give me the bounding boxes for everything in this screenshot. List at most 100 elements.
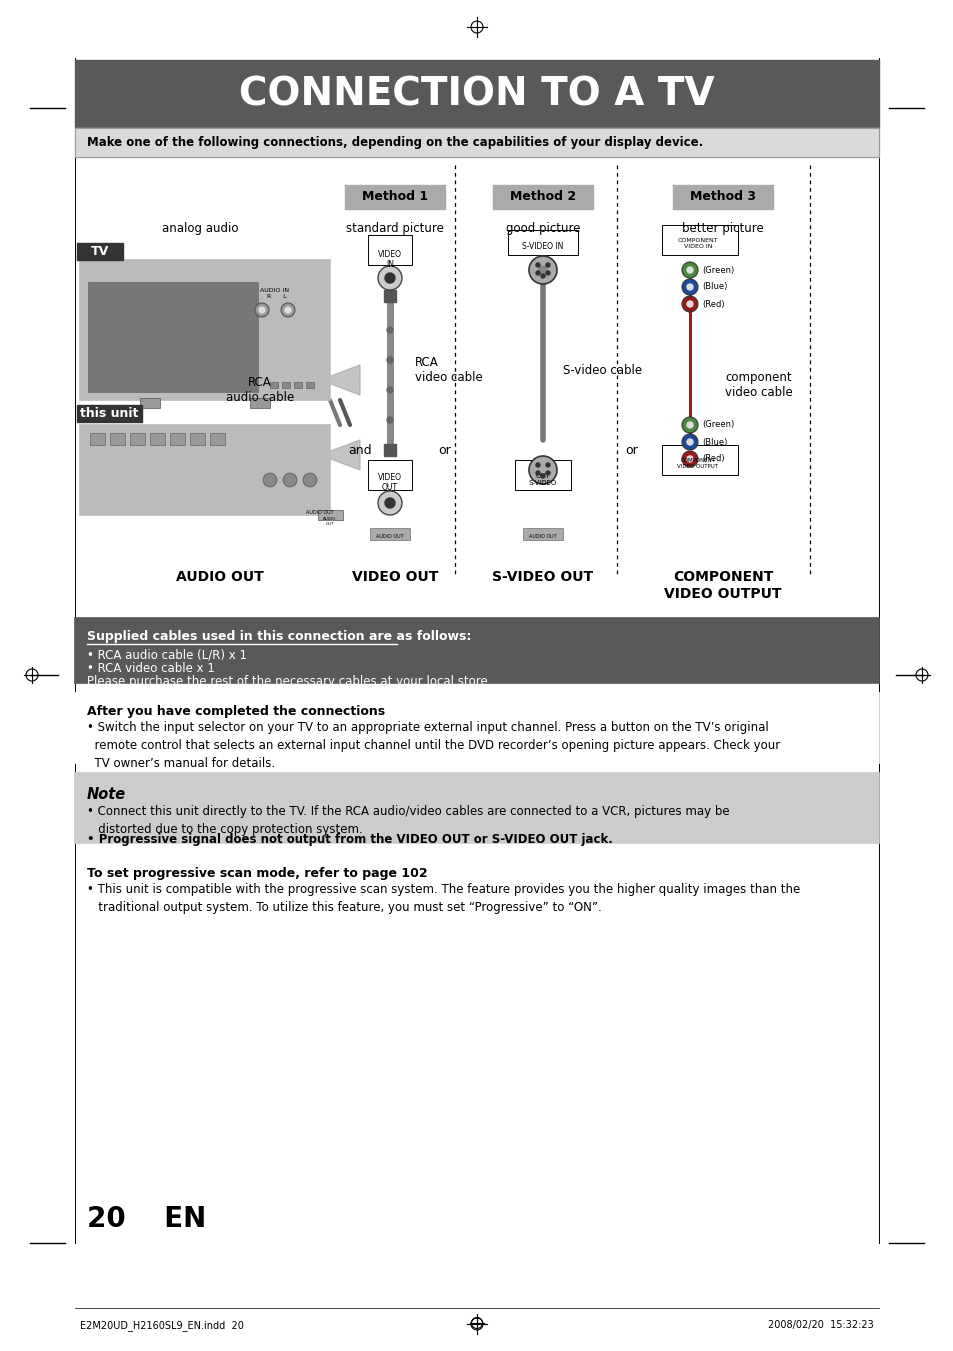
Circle shape [540,474,544,478]
Circle shape [686,267,692,273]
Text: 20    EN: 20 EN [87,1205,206,1233]
Text: AUDIO OUT: AUDIO OUT [306,509,334,515]
Circle shape [254,303,269,317]
Text: • Switch the input selector on your TV to an appropriate external input channel.: • Switch the input selector on your TV t… [87,721,780,770]
Circle shape [681,417,698,434]
Text: Make one of the following connections, depending on the capabilities of your dis: Make one of the following connections, d… [87,136,702,149]
Bar [250,399,270,408]
Circle shape [536,272,539,276]
Bar [345,185,444,209]
Bar [507,230,578,255]
Circle shape [536,471,539,476]
Text: AUDIO
OUT: AUDIO OUT [323,517,336,526]
Text: S-VIDEO OUT: S-VIDEO OUT [492,570,593,584]
Circle shape [686,284,692,290]
Bar [75,617,878,684]
Circle shape [686,422,692,428]
Text: AUDIO OUT: AUDIO OUT [375,534,403,539]
Text: • RCA video cable x 1: • RCA video cable x 1 [87,662,214,676]
Circle shape [540,274,544,278]
Text: TV: TV [91,245,109,258]
Circle shape [681,434,698,450]
Circle shape [536,463,539,467]
Circle shape [377,490,401,515]
Bar [75,128,878,157]
Bar [294,382,302,388]
Text: Method 2: Method 2 [510,190,576,204]
Text: S-video cable: S-video cable [562,363,641,377]
Text: Method 1: Method 1 [361,190,428,204]
Bar [270,382,277,388]
Bar [282,382,290,388]
Bar [77,405,142,422]
Circle shape [545,463,550,467]
Text: S-VIDEO IN: S-VIDEO IN [521,242,563,251]
Bar [370,528,410,540]
Circle shape [545,263,550,267]
Bar [522,528,562,540]
Text: RCA
video cable: RCA video cable [415,357,482,384]
Bar [661,226,738,255]
Text: (Green): (Green) [701,266,734,274]
Text: standard picture: standard picture [346,222,443,235]
Text: AUDIO IN
  R      L: AUDIO IN R L [260,288,290,299]
Text: COMPONENT
VIDEO IN: COMPONENT VIDEO IN [677,238,718,249]
Bar [170,434,185,444]
Text: this unit: this unit [80,407,138,420]
Circle shape [686,301,692,307]
Text: Note: Note [87,788,126,802]
Circle shape [686,439,692,444]
Circle shape [681,296,698,312]
Text: E2M20UD_H2160SL9_EN.indd  20: E2M20UD_H2160SL9_EN.indd 20 [80,1320,244,1331]
Circle shape [385,273,395,282]
Text: • Connect this unit directly to the TV. If the RCA audio/video cables are connec: • Connect this unit directly to the TV. … [87,805,729,836]
Circle shape [545,272,550,276]
Circle shape [387,417,393,423]
Text: 2008/02/20  15:32:23: 2008/02/20 15:32:23 [767,1320,873,1329]
Text: Please purchase the rest of the necessary cables at your local store.: Please purchase the rest of the necessar… [87,676,491,688]
Text: RCA
audio cable: RCA audio cable [226,376,294,404]
Text: Method 3: Method 3 [689,190,755,204]
Circle shape [281,303,294,317]
Bar [210,434,225,444]
Bar [317,509,343,520]
Bar [130,434,145,444]
Circle shape [681,451,698,467]
Bar [368,459,412,490]
Text: VIDEO OUT: VIDEO OUT [352,570,437,584]
Bar [384,444,395,457]
Circle shape [681,280,698,295]
Circle shape [387,386,393,393]
Text: COMPONENT
VIDEO OUTPUT: COMPONENT VIDEO OUTPUT [677,458,718,469]
Bar [75,693,878,763]
Text: good picture: good picture [505,222,579,235]
Text: and: and [348,443,372,457]
Text: or: or [625,443,638,457]
Circle shape [529,457,557,484]
Text: component
video cable: component video cable [724,372,792,399]
Bar [306,382,314,388]
Text: VIDEO
OUT: VIDEO OUT [377,473,401,492]
Bar [515,459,571,490]
Bar [140,399,160,408]
Circle shape [303,473,316,486]
Bar [661,444,738,476]
Circle shape [529,255,557,284]
Bar [75,59,878,128]
Text: (Green): (Green) [701,420,734,430]
Bar [75,128,878,157]
Bar [90,434,105,444]
Circle shape [377,266,401,290]
Text: CONNECTION TO A TV: CONNECTION TO A TV [239,76,714,113]
Bar [77,243,123,259]
Circle shape [545,471,550,476]
Bar [190,434,205,444]
Circle shape [387,327,393,332]
Text: OUT
S-VIDEO: OUT S-VIDEO [528,473,557,486]
Bar [493,185,593,209]
Text: COMPONENT
VIDEO OUTPUT: COMPONENT VIDEO OUTPUT [663,570,781,601]
Circle shape [263,473,276,486]
Text: (Red): (Red) [701,300,724,308]
Circle shape [681,262,698,278]
Bar [88,282,257,392]
